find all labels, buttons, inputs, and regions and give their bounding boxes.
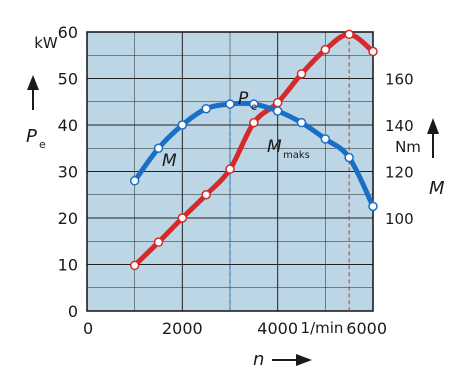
data-point xyxy=(201,190,211,200)
data-point xyxy=(153,143,164,153)
right-axis-arrow xyxy=(427,118,439,158)
data-point xyxy=(249,117,259,128)
left-axis-unit: kW xyxy=(34,34,58,52)
left-axis-arrow xyxy=(27,75,39,110)
data-point xyxy=(272,106,283,116)
torque-series-label: M xyxy=(162,151,177,171)
data-point xyxy=(129,260,140,271)
data-point xyxy=(129,176,140,186)
data-point xyxy=(368,201,378,212)
left-tick-label: 10 xyxy=(58,256,78,275)
data-point xyxy=(344,152,354,163)
data-point xyxy=(320,134,331,144)
right-axis-unit: Nm xyxy=(395,138,421,156)
x-axis-arrow xyxy=(272,354,312,366)
data-point xyxy=(201,103,211,114)
right-tick-label: 140 xyxy=(385,117,414,135)
series-group xyxy=(129,29,378,271)
data-point xyxy=(177,120,188,130)
x-axis-unit: 1/min xyxy=(301,319,344,337)
left-tick-label: 30 xyxy=(58,163,78,182)
data-point xyxy=(225,164,235,174)
data-point xyxy=(344,29,354,40)
left-tick-label: 0 xyxy=(68,302,78,321)
data-point xyxy=(249,99,259,109)
x-tick-label: 4000 xyxy=(257,319,298,338)
data-point xyxy=(320,44,331,55)
tick-labels: 0 10 20 30 40 50 60 100 120 140 160 0 2000 4000 6000 xyxy=(58,23,414,338)
x-axis-label: n xyxy=(253,349,264,370)
x-tick-label: 0 xyxy=(83,319,93,338)
data-point xyxy=(153,237,164,247)
right-tick-label: 100 xyxy=(385,210,414,228)
right-axis-label: M xyxy=(429,178,445,199)
x-tick-label: 2000 xyxy=(162,319,203,338)
left-tick-label: 40 xyxy=(58,116,78,135)
right-tick-label: 120 xyxy=(385,164,414,182)
data-point xyxy=(296,69,307,79)
torque-max-annotation: M xyxy=(267,137,282,157)
data-point xyxy=(368,46,378,57)
data-point xyxy=(272,97,283,108)
power-series-label: P xyxy=(238,89,249,109)
data-point xyxy=(177,213,188,223)
left-tick-label: 60 xyxy=(58,23,78,42)
right-tick-label: 160 xyxy=(385,71,414,89)
power-series-label-subscript: e xyxy=(251,102,257,113)
left-tick-label: 20 xyxy=(58,209,78,228)
data-point xyxy=(296,117,307,128)
left-axis-label: P xyxy=(26,126,37,147)
left-axis-label-subscript: e xyxy=(39,138,46,151)
x-tick-label: 6000 xyxy=(346,319,387,338)
left-tick-label: 50 xyxy=(58,70,78,89)
torque-max-annotation-subscript: maks xyxy=(283,150,310,161)
data-point xyxy=(225,99,235,109)
